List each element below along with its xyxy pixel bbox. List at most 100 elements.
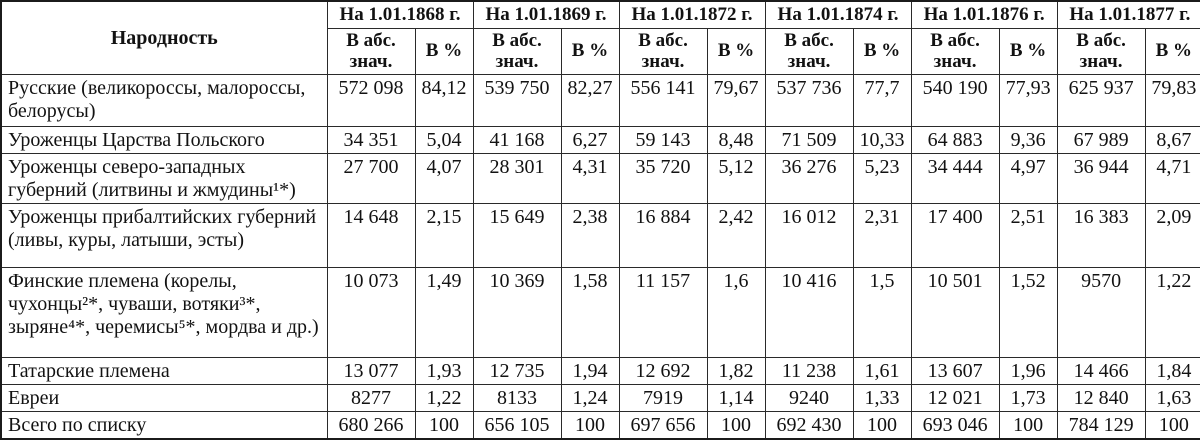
absolute-value-cell: 34 351: [326, 126, 416, 155]
absolute-value-cell: 12 021: [910, 384, 1000, 413]
percent-value-cell: 5,23: [852, 153, 912, 205]
absolute-value-cell: 656 105: [472, 411, 562, 440]
percent-value-cell: 1,93: [414, 357, 474, 386]
percent-value-cell: 2,31: [852, 203, 912, 269]
absolute-value-cell: 692 430: [764, 411, 854, 440]
absolute-value-cell: 14 466: [1056, 357, 1146, 386]
percent-value-cell: 6,27: [560, 126, 620, 155]
nationality-cell: Уроженцы Царства Польского: [0, 126, 328, 155]
nationality-cell: Финские племена (корелы, чухонцы²*, чува…: [0, 267, 328, 359]
table-header: Народность На 1.01.1868 г. На 1.01.1869 …: [0, 0, 1200, 76]
absolute-value-cell: 697 656: [618, 411, 708, 440]
percent-value-cell: 100: [998, 411, 1058, 440]
percent-value-cell: 82,27: [560, 74, 620, 128]
percent-value-cell: 9,36: [998, 126, 1058, 155]
percent-value-cell: 1,61: [852, 357, 912, 386]
percent-value-cell: 1,22: [414, 384, 474, 413]
table-row: Уроженцы Царства Польского 34 351 5,04 41 1…: [0, 126, 1200, 155]
year-header-1874: На 1.01.1874 г.: [764, 0, 912, 29]
nationality-column-header: Народность: [0, 0, 328, 76]
percent-value-cell: 1,14: [706, 384, 766, 413]
absolute-value-cell: 34 444: [910, 153, 1000, 205]
absolute-value-cell: 14 648: [326, 203, 416, 269]
percent-subheader: В %: [560, 27, 620, 76]
year-header-1869: На 1.01.1869 г.: [472, 0, 620, 29]
percent-value-cell: 1,24: [560, 384, 620, 413]
percent-value-cell: 1,58: [560, 267, 620, 359]
table-row: Уроженцы северо-западных губерний (литви…: [0, 153, 1200, 205]
percent-value-cell: 1,84: [1144, 357, 1200, 386]
table-row: Финские племена (корелы, чухонцы²*, чува…: [0, 267, 1200, 359]
table-row: Татарские племена 13 077 1,93 12 735 1,94 12 …: [0, 357, 1200, 386]
percent-value-cell: 2,09: [1144, 203, 1200, 269]
absolute-value-cell: 12 840: [1056, 384, 1146, 413]
absolute-value-cell: 16 383: [1056, 203, 1146, 269]
percent-value-cell: 8,67: [1144, 126, 1200, 155]
absolute-value-cell: 12 692: [618, 357, 708, 386]
percent-value-cell: 1,22: [1144, 267, 1200, 359]
absolute-value-cell: 13 607: [910, 357, 1000, 386]
percent-subheader: В %: [1144, 27, 1200, 76]
absolute-value-cell: 15 649: [472, 203, 562, 269]
percent-subheader: В %: [706, 27, 766, 76]
year-header-1868: На 1.01.1868 г.: [326, 0, 474, 29]
absolute-value-cell: 16 884: [618, 203, 708, 269]
absolute-value-cell: 11 238: [764, 357, 854, 386]
abs-value-subheader: В абс. знач.: [326, 27, 416, 76]
percent-value-cell: 77,7: [852, 74, 912, 128]
percent-value-cell: 100: [706, 411, 766, 440]
absolute-value-cell: 10 369: [472, 267, 562, 359]
year-header-1872: На 1.01.1872 г.: [618, 0, 766, 29]
percent-value-cell: 2,51: [998, 203, 1058, 269]
percent-value-cell: 100: [1144, 411, 1200, 440]
absolute-value-cell: 784 129: [1056, 411, 1146, 440]
absolute-value-cell: 9570: [1056, 267, 1146, 359]
abs-value-subheader: В абс. знач.: [764, 27, 854, 76]
absolute-value-cell: 539 750: [472, 74, 562, 128]
absolute-value-cell: 36 944: [1056, 153, 1146, 205]
table-body: Русские (великороссы, малороссы, белорус…: [0, 74, 1200, 440]
year-header-1877: На 1.01.1877 г.: [1056, 0, 1200, 29]
percent-subheader: В %: [852, 27, 912, 76]
absolute-value-cell: 540 190: [910, 74, 1000, 128]
absolute-value-cell: 8133: [472, 384, 562, 413]
percent-value-cell: 1,33: [852, 384, 912, 413]
absolute-value-cell: 17 400: [910, 203, 1000, 269]
absolute-value-cell: 71 509: [764, 126, 854, 155]
absolute-value-cell: 572 098: [326, 74, 416, 128]
table-row: Всего по списку 680 266 100 656 105 100 697 6…: [0, 411, 1200, 440]
percent-value-cell: 1,73: [998, 384, 1058, 413]
absolute-value-cell: 13 077: [326, 357, 416, 386]
percent-value-cell: 77,93: [998, 74, 1058, 128]
abs-value-subheader: В абс. знач.: [910, 27, 1000, 76]
abs-value-subheader: В абс. знач.: [472, 27, 562, 76]
abs-value-subheader: В абс. знач.: [1056, 27, 1146, 76]
nationality-cell: Уроженцы прибалтийских губерний (ливы, к…: [0, 203, 328, 269]
percent-value-cell: 2,42: [706, 203, 766, 269]
table-row: Уроженцы прибалтийских губерний (ливы, к…: [0, 203, 1200, 269]
absolute-value-cell: 10 416: [764, 267, 854, 359]
absolute-value-cell: 625 937: [1056, 74, 1146, 128]
percent-value-cell: 100: [852, 411, 912, 440]
table-row: Евреи 8277 1,22 8133 1,24 7919 1,14 9240 1,33 12 …: [0, 384, 1200, 413]
percent-value-cell: 2,38: [560, 203, 620, 269]
percent-value-cell: 1,5: [852, 267, 912, 359]
percent-value-cell: 1,49: [414, 267, 474, 359]
percent-value-cell: 4,31: [560, 153, 620, 205]
nationality-cell: Уроженцы северо-западных губерний (литви…: [0, 153, 328, 205]
abs-value-subheader: В абс. знач.: [618, 27, 708, 76]
percent-value-cell: 79,83: [1144, 74, 1200, 128]
absolute-value-cell: 28 301: [472, 153, 562, 205]
percent-value-cell: 10,33: [852, 126, 912, 155]
percent-subheader: В %: [414, 27, 474, 76]
absolute-value-cell: 16 012: [764, 203, 854, 269]
year-header-row: Народность На 1.01.1868 г. На 1.01.1869 …: [0, 0, 1200, 76]
percent-subheader: В %: [998, 27, 1058, 76]
percent-value-cell: 1,63: [1144, 384, 1200, 413]
absolute-value-cell: 36 276: [764, 153, 854, 205]
percent-value-cell: 2,15: [414, 203, 474, 269]
percent-value-cell: 100: [560, 411, 620, 440]
absolute-value-cell: 10 501: [910, 267, 1000, 359]
absolute-value-cell: 12 735: [472, 357, 562, 386]
